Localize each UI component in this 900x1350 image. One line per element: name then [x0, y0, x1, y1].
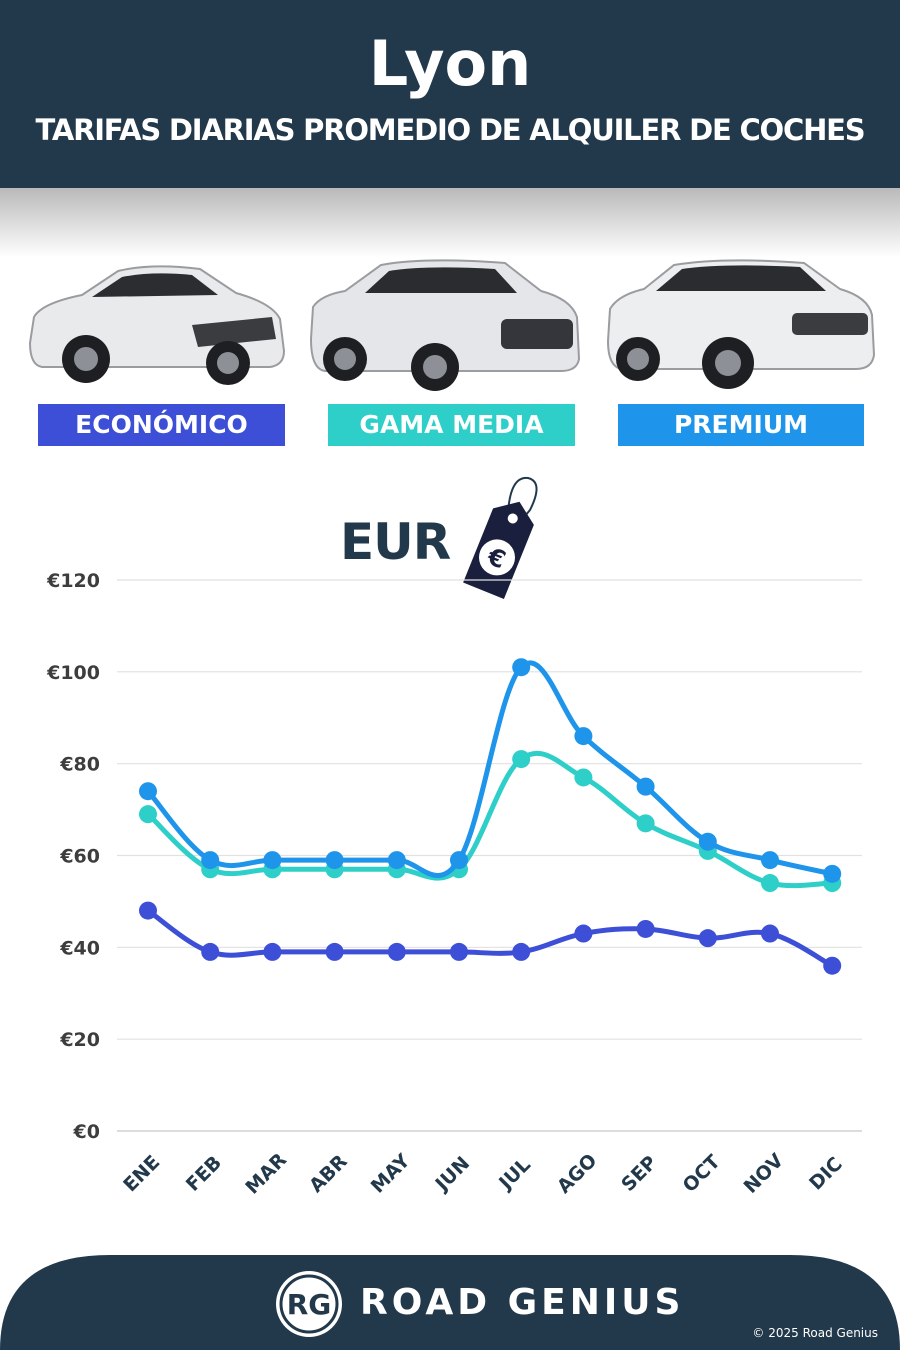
series-line — [145, 751, 835, 889]
data-point — [761, 924, 779, 943]
series-line — [145, 908, 835, 969]
y-tick-label: €120 — [46, 570, 100, 592]
midsize-car-image — [309, 259, 581, 391]
badge-premium: PREMIUM — [618, 404, 864, 446]
badge-economico: ECONÓMICO — [38, 404, 285, 446]
data-point — [201, 942, 220, 961]
data-point — [636, 814, 655, 833]
copyright: © 2025 Road Genius — [752, 1326, 878, 1340]
x-tick-label: ENE — [119, 1151, 164, 1196]
series-line — [145, 660, 835, 878]
economy-car-image — [28, 265, 286, 385]
brand-name: ROAD GENIUS — [360, 1282, 685, 1323]
data-point — [574, 768, 593, 787]
header-banner: Lyon TARIFAS DIARIAS PROMEDIO DE ALQUILE… — [0, 0, 900, 188]
y-tick-label: €100 — [46, 662, 100, 684]
x-tick-label: MAR — [241, 1149, 291, 1199]
data-point — [512, 750, 531, 769]
series-2 — [139, 750, 842, 893]
data-point — [574, 727, 593, 746]
data-point — [139, 901, 157, 920]
footer-band — [0, 1255, 900, 1350]
x-tick-label: NOV — [740, 1149, 788, 1197]
x-tick-label: FEB — [182, 1152, 226, 1196]
data-point — [387, 942, 406, 961]
x-tick-label: JUL — [494, 1154, 535, 1195]
data-point — [263, 851, 282, 870]
x-tick-label: SEP — [617, 1152, 661, 1196]
data-point — [512, 942, 531, 961]
price-tag-icon: € — [463, 476, 538, 600]
x-tick-label: JUN — [430, 1152, 474, 1196]
road-genius-logo: RG — [276, 1271, 342, 1337]
data-point — [201, 851, 220, 870]
y-tick-label: €40 — [59, 937, 100, 959]
x-tick-label: ABR — [305, 1150, 352, 1197]
page-subtitle: TARIFAS DIARIAS PROMEDIO DE ALQUILER DE … — [35, 113, 866, 147]
data-point — [387, 851, 406, 870]
premium-car-image — [606, 259, 876, 389]
y-tick-label: €60 — [59, 846, 100, 868]
x-tick-label: DIC — [805, 1153, 847, 1195]
data-point — [823, 864, 842, 883]
data-point — [139, 782, 157, 801]
series-3 — [139, 658, 842, 883]
data-point — [823, 956, 842, 975]
logo-letters: RG — [287, 1288, 332, 1321]
x-tick-label: MAY — [367, 1150, 415, 1198]
data-point — [263, 942, 282, 961]
data-point — [325, 851, 344, 870]
data-point — [512, 658, 531, 677]
data-point — [325, 942, 344, 961]
data-point — [139, 805, 157, 824]
x-tick-label: OCT — [679, 1151, 725, 1197]
data-point — [761, 851, 779, 870]
line-chart: €0 €20 €40 €60 €80 €100 €120 ENE FEB MAR ABR MAY JU… — [46, 570, 862, 1199]
data-point — [450, 942, 468, 961]
data-point — [698, 929, 717, 948]
data-point — [636, 919, 655, 938]
data-point — [574, 924, 593, 943]
currency-label: EUR — [340, 513, 451, 571]
data-point — [636, 777, 655, 796]
header-shadow — [0, 188, 900, 258]
data-point — [698, 832, 717, 851]
y-tick-label: €80 — [59, 754, 100, 776]
y-tick-label: €0 — [73, 1121, 100, 1143]
series-1 — [139, 901, 842, 975]
x-tick-label: AGO — [553, 1150, 601, 1198]
data-point — [450, 851, 468, 870]
badge-gama-media: GAMA MEDIA — [328, 404, 575, 446]
y-tick-label: €20 — [59, 1029, 100, 1051]
data-point — [761, 874, 779, 893]
city-title: Lyon — [368, 27, 532, 100]
